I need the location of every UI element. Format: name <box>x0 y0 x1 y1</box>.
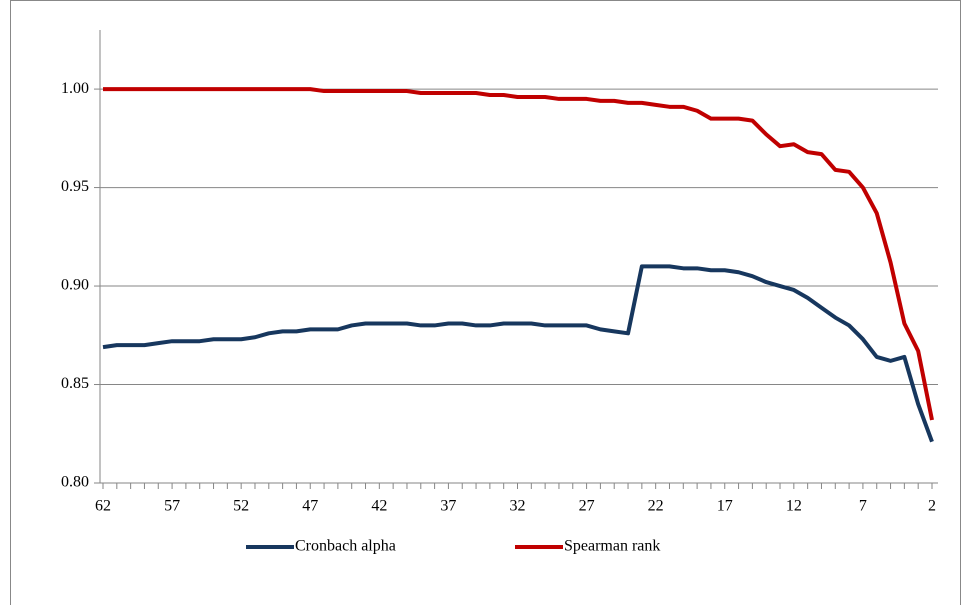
x-tick-label: 2 <box>928 498 936 515</box>
y-tick-label: 0.85 <box>61 375 89 392</box>
y-tick-label: 0.90 <box>61 277 89 294</box>
legend-label: Cronbach alpha <box>295 538 396 555</box>
x-tick-label: 37 <box>440 498 456 515</box>
y-tick-label: 0.95 <box>61 178 89 195</box>
x-tick-label: 22 <box>648 498 664 515</box>
x-tick-label: 12 <box>786 498 802 515</box>
x-tick-label: 62 <box>95 498 111 515</box>
series-line <box>102 264 934 443</box>
x-tick-label: 27 <box>579 498 595 515</box>
series-line <box>103 87 934 421</box>
x-tick-label: 17 <box>717 498 733 515</box>
x-tick-label: 47 <box>302 498 318 515</box>
chart-border <box>10 0 961 605</box>
legend-label: Spearman rank <box>564 538 660 555</box>
y-tick-label: 1.00 <box>61 80 89 97</box>
y-tick-label: 0.80 <box>61 474 89 491</box>
x-tick-label: 52 <box>233 498 249 515</box>
x-tick-label: 42 <box>371 498 387 515</box>
x-tick-label: 32 <box>510 498 526 515</box>
x-tick-label: 57 <box>164 498 180 515</box>
x-tick-label: 7 <box>859 498 867 515</box>
